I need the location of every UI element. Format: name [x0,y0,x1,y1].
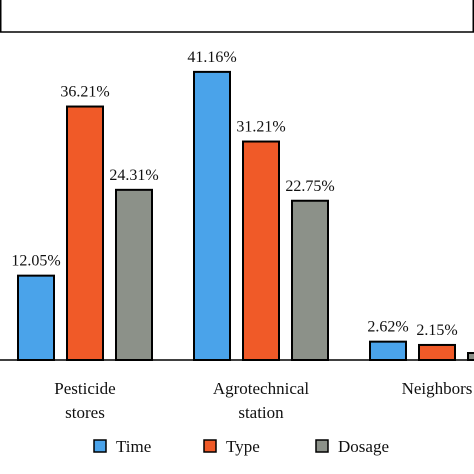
data-label-type-2: 2.15% [416,322,457,339]
data-label-type-0: 36.21% [60,84,109,101]
category-label-0-line-1: stores [65,403,105,422]
bar-dosage-2 [467,352,474,361]
bar-dosage-1 [291,199,329,361]
data-label-time-2: 2.62% [367,319,408,336]
bar-dosage-0 [115,188,153,361]
legend-swatch-dosage [315,439,329,453]
bars-layer: 12.05% 41.16% 2.62% 36.21% 31.21% 2.15% 24.31%… [11,49,474,362]
data-label-dosage-1: 22.75% [285,178,334,195]
bar-type-2 [418,343,456,362]
bar-type-1 [242,140,280,361]
legend-swatch-time [93,439,107,453]
category-label-2-line-0: Neighbors [402,379,473,398]
bar-time-1 [193,70,231,361]
legend-label-type: Type [226,437,260,456]
data-label-time-0: 12.05% [11,253,60,270]
category-labels: Pesticide stores Agrotechnical station Neigh… [54,379,472,422]
data-label-time-1: 41.16% [187,49,236,66]
category-label-0-line-0: Pesticide [54,379,115,398]
bar-time-0 [17,274,55,361]
legend-label-dosage: Dosage [338,437,389,456]
category-label-1-line-1: station [238,403,284,422]
category-label-1-line-0: Agrotechnical [213,379,310,398]
legend-label-time: Time [116,437,151,456]
bar-type-0 [66,105,104,361]
legend: Time Type Dosage [93,437,389,456]
bar-time-2 [369,340,407,362]
legend-swatch-type [203,439,217,453]
data-label-type-1: 31.21% [236,119,285,136]
data-label-dosage-0: 24.31% [109,167,158,184]
